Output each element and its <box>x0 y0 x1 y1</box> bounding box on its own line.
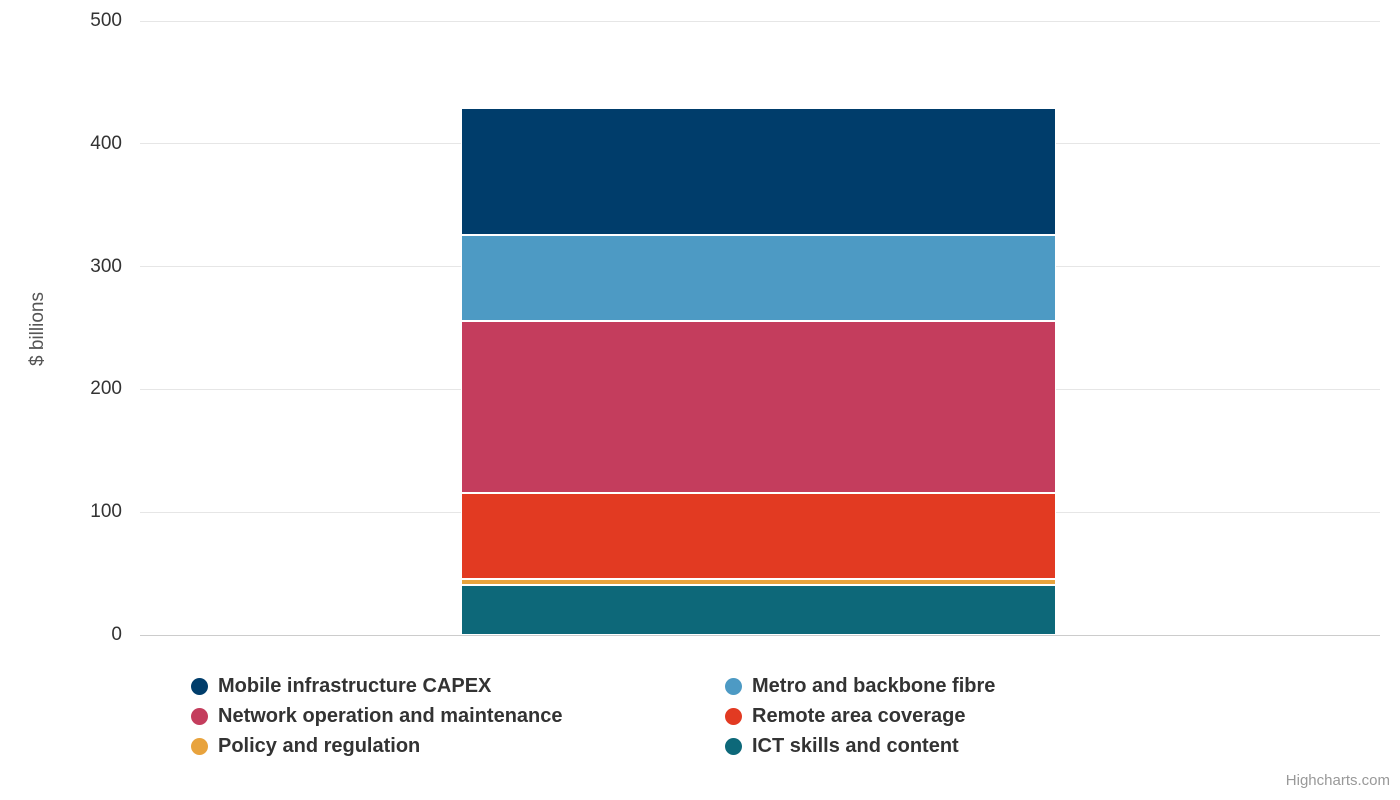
legend-marker-icon <box>191 677 208 695</box>
bar-segment-metro-and-backbone-fibre[interactable] <box>461 234 1056 321</box>
stacked-column <box>461 108 1056 635</box>
legend-marker-icon <box>191 707 208 725</box>
legend-item-label: Mobile infrastructure CAPEX <box>218 674 492 697</box>
bar-segment-mobile-infrastructure-capex[interactable] <box>461 108 1056 235</box>
y-tick-label: 400 <box>90 132 122 154</box>
gridline <box>140 20 1380 22</box>
bar-segment-remote-area-coverage[interactable] <box>461 492 1056 579</box>
legend-item-label: ICT skills and content <box>752 734 959 757</box>
legend-item-network-operation-and-maintenance[interactable]: Network operation and maintenance <box>191 701 725 731</box>
legend-item-ict-skills-and-content[interactable]: ICT skills and content <box>725 731 995 761</box>
y-tick-label: 200 <box>90 378 122 400</box>
y-tick-label: 300 <box>90 255 122 277</box>
legend-item-remote-area-coverage[interactable]: Remote area coverage <box>725 701 995 731</box>
y-tick-label: 0 <box>111 624 122 645</box>
bar-segment-policy-and-regulation[interactable] <box>461 578 1056 585</box>
bar-segment-ict-skills-and-content[interactable] <box>461 584 1056 635</box>
legend-marker-icon <box>725 677 742 695</box>
legend-item-label: Policy and regulation <box>218 734 421 757</box>
y-tick-label: 500 <box>90 10 122 31</box>
legend-marker-icon <box>725 707 742 725</box>
y-tick-label: 100 <box>90 501 122 523</box>
legend-marker-icon <box>725 737 742 755</box>
legend-marker-icon <box>191 737 208 755</box>
legend-item-label: Network operation and maintenance <box>218 704 563 727</box>
legend: Mobile infrastructure CAPEX Metro and bac… <box>191 671 995 761</box>
highcharts-credit[interactable]: Highcharts.com <box>1285 772 1390 789</box>
legend-item-policy-and-regulation[interactable]: Policy and regulation <box>191 731 725 761</box>
x-axis-line <box>140 634 1380 636</box>
bar-segment-network-operation-and-maintenance[interactable] <box>461 320 1056 493</box>
legend-item-label: Remote area coverage <box>752 704 966 727</box>
legend-item-metro-and-backbone-fibre[interactable]: Metro and backbone fibre <box>725 671 995 701</box>
legend-item-mobile-infrastructure-capex[interactable]: Mobile infrastructure CAPEX <box>191 671 725 701</box>
legend-item-label: Metro and backbone fibre <box>752 674 996 697</box>
